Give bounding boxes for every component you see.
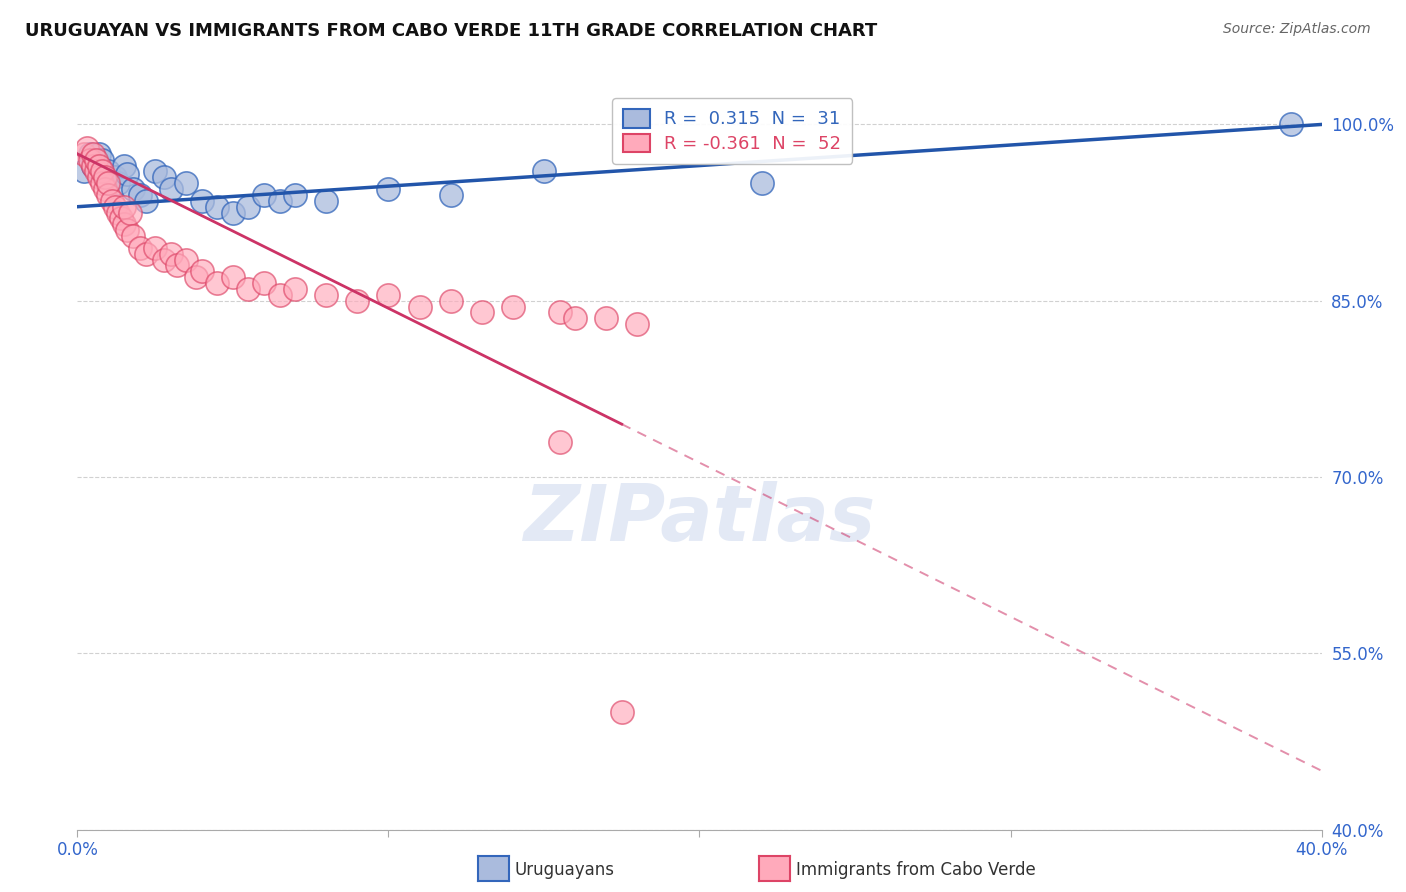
- Point: [626, 317, 648, 331]
- Point: [128, 241, 150, 255]
- Point: [72, 164, 94, 178]
- Point: [269, 288, 291, 302]
- Point: [439, 188, 461, 202]
- Point: [253, 276, 276, 290]
- Point: [184, 270, 207, 285]
- Point: [110, 211, 132, 226]
- Point: [502, 300, 524, 314]
- Point: [153, 170, 176, 185]
- Point: [104, 200, 127, 214]
- Point: [82, 146, 104, 161]
- Point: [284, 188, 307, 202]
- Point: [564, 311, 586, 326]
- Point: [82, 159, 104, 173]
- Point: [253, 188, 276, 202]
- Point: [84, 153, 107, 167]
- Point: [166, 259, 188, 273]
- Point: [143, 241, 166, 255]
- Point: [115, 223, 138, 237]
- Point: [190, 194, 214, 208]
- Point: [222, 270, 245, 285]
- Point: [548, 305, 571, 319]
- Point: [408, 300, 430, 314]
- Point: [91, 164, 114, 178]
- Point: [128, 188, 150, 202]
- Point: [104, 170, 127, 185]
- Point: [115, 167, 138, 181]
- Point: [112, 159, 135, 173]
- Point: [1279, 118, 1302, 132]
- Point: [315, 288, 337, 302]
- Point: [91, 153, 114, 167]
- Point: [97, 164, 120, 178]
- Point: [87, 159, 110, 173]
- Point: [112, 218, 135, 232]
- Point: [91, 176, 114, 190]
- Point: [595, 311, 617, 326]
- Point: [112, 200, 135, 214]
- Point: [84, 164, 107, 178]
- Point: [107, 176, 129, 190]
- Point: [207, 200, 229, 214]
- Point: [120, 205, 142, 219]
- Point: [82, 159, 104, 173]
- Point: [207, 276, 229, 290]
- Point: [471, 305, 494, 319]
- Point: [190, 264, 214, 278]
- Text: URUGUAYAN VS IMMIGRANTS FROM CABO VERDE 11TH GRADE CORRELATION CHART: URUGUAYAN VS IMMIGRANTS FROM CABO VERDE …: [25, 22, 877, 40]
- Point: [76, 141, 98, 155]
- Point: [79, 153, 101, 167]
- Point: [377, 182, 399, 196]
- Point: [153, 252, 176, 267]
- Point: [143, 164, 166, 178]
- Point: [135, 246, 157, 260]
- Point: [87, 170, 110, 185]
- Point: [159, 182, 181, 196]
- Point: [94, 182, 117, 196]
- Point: [174, 176, 197, 190]
- Point: [377, 288, 399, 302]
- Point: [100, 194, 122, 208]
- Point: [94, 170, 117, 185]
- Point: [439, 293, 461, 308]
- Point: [97, 176, 120, 190]
- Point: [238, 200, 260, 214]
- Text: ZIPatlas: ZIPatlas: [523, 481, 876, 557]
- Point: [222, 205, 245, 219]
- Point: [159, 246, 181, 260]
- Point: [87, 146, 110, 161]
- Point: [238, 282, 260, 296]
- Point: [107, 205, 129, 219]
- Point: [751, 176, 773, 190]
- Text: Immigrants from Cabo Verde: Immigrants from Cabo Verde: [796, 861, 1036, 879]
- Point: [135, 194, 157, 208]
- Point: [122, 229, 145, 244]
- Point: [122, 182, 145, 196]
- Point: [315, 194, 337, 208]
- Point: [284, 282, 307, 296]
- Point: [72, 146, 94, 161]
- Point: [610, 705, 633, 719]
- Point: [533, 164, 555, 178]
- Point: [79, 146, 101, 161]
- Text: Source: ZipAtlas.com: Source: ZipAtlas.com: [1223, 22, 1371, 37]
- Text: Uruguayans: Uruguayans: [515, 861, 614, 879]
- Point: [97, 188, 120, 202]
- Point: [269, 194, 291, 208]
- Point: [346, 293, 368, 308]
- Point: [548, 434, 571, 449]
- Point: [84, 153, 107, 167]
- Legend: R =  0.315  N =  31, R = -0.361  N =  52: R = 0.315 N = 31, R = -0.361 N = 52: [612, 98, 852, 164]
- Point: [174, 252, 197, 267]
